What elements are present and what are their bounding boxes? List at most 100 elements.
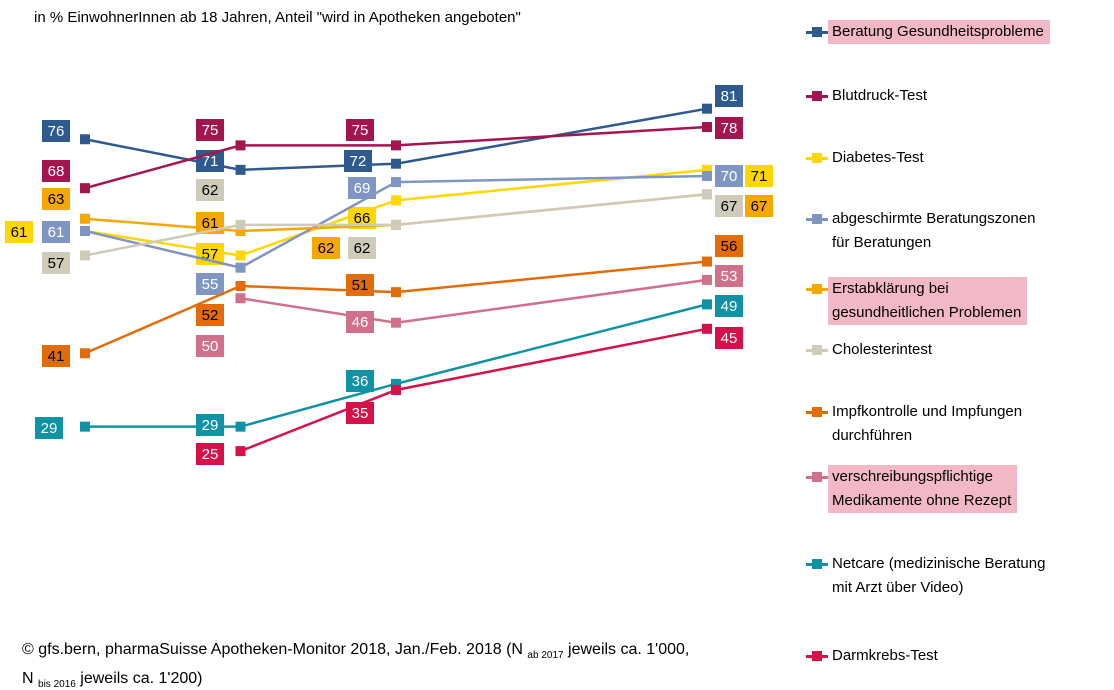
label-box [715, 235, 743, 257]
legend-label: Darmkrebs-Test [832, 647, 938, 664]
marker [235, 219, 246, 230]
data-label: 69 [354, 180, 371, 197]
label-box [346, 274, 374, 296]
marker [702, 256, 712, 267]
data-label: 51 [352, 277, 369, 294]
data-label: 72 [350, 153, 367, 170]
legend-label: Impfkontrolle und Impfungen durchführen [832, 403, 1023, 444]
marker [391, 140, 401, 151]
source-text: jeweils ca. 1'200) [80, 670, 203, 688]
series-line [85, 303, 708, 428]
marker [391, 158, 401, 169]
legend-marker [812, 559, 822, 569]
label-box [715, 165, 743, 187]
marker [702, 122, 712, 133]
label-box [344, 150, 372, 172]
label-box [196, 443, 224, 465]
marker [80, 213, 90, 224]
marker [80, 134, 90, 145]
source-sub: bis 2016 [38, 679, 76, 690]
marker [235, 140, 246, 151]
source-text: N [22, 670, 34, 688]
marker [235, 250, 246, 261]
label-box [348, 237, 376, 259]
data-label: 81 [721, 88, 738, 105]
legend-label: Blutdruck-Test [832, 87, 928, 104]
legend-item: Darmkrebs-Test [806, 644, 944, 668]
legend-label: Cholesterintest [832, 341, 933, 358]
label-box [42, 188, 70, 210]
series-line [84, 260, 708, 355]
legend-label: Erstabklärung bei gesundheitlichen Probl… [828, 277, 1028, 325]
label-box [5, 221, 33, 243]
data-label: 67 [721, 198, 738, 215]
legend-item: Cholesterintest [806, 338, 938, 362]
data-label: 70 [721, 168, 738, 185]
source: © gfs.bern, pharmaSuisse Apotheken-Monit… [22, 638, 689, 690]
marker [391, 195, 401, 206]
label-box [196, 273, 224, 295]
label-box [715, 295, 743, 317]
series-line [240, 278, 708, 324]
legend-label: abgeschirmte Beratungszonen für Beratung… [832, 210, 1036, 251]
label-box [715, 327, 743, 349]
legend-marker [812, 345, 822, 355]
data-label: 25 [202, 446, 219, 463]
marker [391, 317, 401, 328]
label-box [715, 265, 743, 287]
label-box [745, 165, 773, 187]
marker [235, 225, 246, 236]
data-label: 76 [48, 123, 65, 140]
data-label: 56 [721, 238, 738, 255]
label-box [715, 85, 743, 107]
data-label: 61 [202, 215, 219, 232]
legend-item: abgeschirmte Beratungszonen für Beratung… [806, 207, 1041, 255]
series-line [84, 125, 708, 190]
marker [391, 378, 401, 389]
data-label: 53 [721, 268, 738, 285]
label-box [42, 345, 70, 367]
label-box [346, 370, 374, 392]
label-box [196, 179, 224, 201]
data-label: 50 [202, 338, 219, 355]
data-label: 71 [202, 153, 219, 170]
legend-item: Blutdruck-Test [806, 84, 933, 108]
data-label: 75 [202, 122, 219, 139]
data-label: 78 [721, 120, 738, 137]
data-label: 75 [352, 122, 369, 139]
series-line [240, 327, 708, 453]
marker [235, 421, 246, 432]
series-line [84, 193, 708, 257]
label-box [715, 195, 743, 217]
marker [235, 281, 246, 292]
label-box [42, 221, 70, 243]
legend-marker [812, 214, 822, 224]
label-box [42, 120, 70, 142]
data-label: 71 [751, 168, 768, 185]
data-label: 36 [352, 373, 369, 390]
marker [391, 287, 401, 298]
data-label: 62 [354, 240, 371, 257]
data-label: 45 [721, 330, 738, 347]
legend-label: verschreibungspflichtige Medikamente ohn… [828, 465, 1018, 513]
data-label: 67 [751, 198, 768, 215]
data-label: 52 [202, 307, 219, 324]
marker [702, 189, 712, 200]
marker [391, 384, 401, 395]
marker [702, 103, 712, 114]
legend-marker [812, 472, 822, 482]
data-label: 46 [352, 314, 369, 331]
legend-marker [812, 407, 822, 417]
data-label: 61 [48, 224, 65, 241]
label-box [196, 414, 224, 436]
marker [702, 323, 712, 334]
legend-item: Netcare (medizinische Beratung mit Arzt … [806, 552, 1051, 600]
data-label: 57 [48, 255, 65, 272]
marker [80, 250, 90, 261]
marker [80, 183, 90, 194]
marker [702, 299, 712, 310]
label-box [42, 252, 70, 274]
marker [391, 219, 401, 230]
legend-item: verschreibungspflichtige Medikamente ohn… [806, 465, 1018, 513]
source-text: jeweils ca. 1'000, [568, 641, 690, 658]
